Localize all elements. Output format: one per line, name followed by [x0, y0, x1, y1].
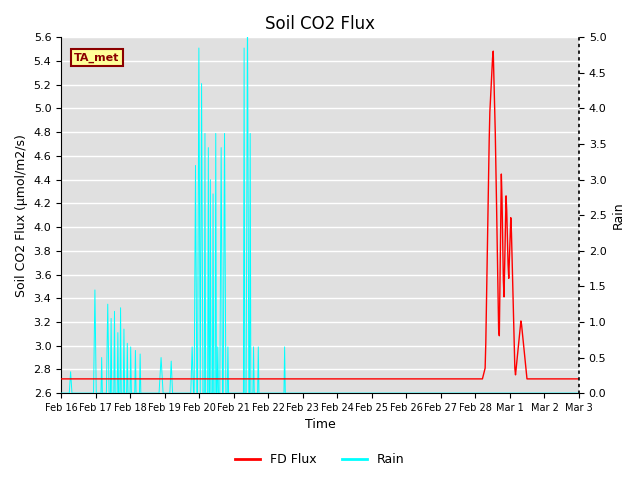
- Legend: FD Flux, Rain: FD Flux, Rain: [230, 448, 410, 471]
- X-axis label: Time: Time: [305, 419, 335, 432]
- Y-axis label: Rain: Rain: [612, 202, 625, 229]
- Title: Soil CO2 Flux: Soil CO2 Flux: [265, 15, 375, 33]
- Text: TA_met: TA_met: [74, 52, 120, 63]
- Y-axis label: Soil CO2 Flux (μmol/m2/s): Soil CO2 Flux (μmol/m2/s): [15, 134, 28, 297]
